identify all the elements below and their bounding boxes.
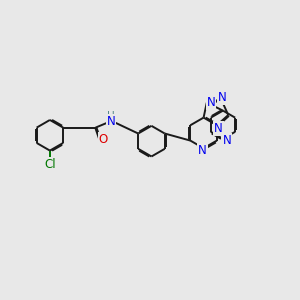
Text: N: N <box>218 91 226 104</box>
Text: N: N <box>214 122 223 135</box>
Text: N: N <box>206 96 215 109</box>
Text: N: N <box>106 115 115 128</box>
Text: N: N <box>198 144 207 157</box>
Text: N: N <box>222 134 231 147</box>
Text: Cl: Cl <box>44 158 56 171</box>
Text: H: H <box>107 111 115 121</box>
Text: O: O <box>99 133 108 146</box>
